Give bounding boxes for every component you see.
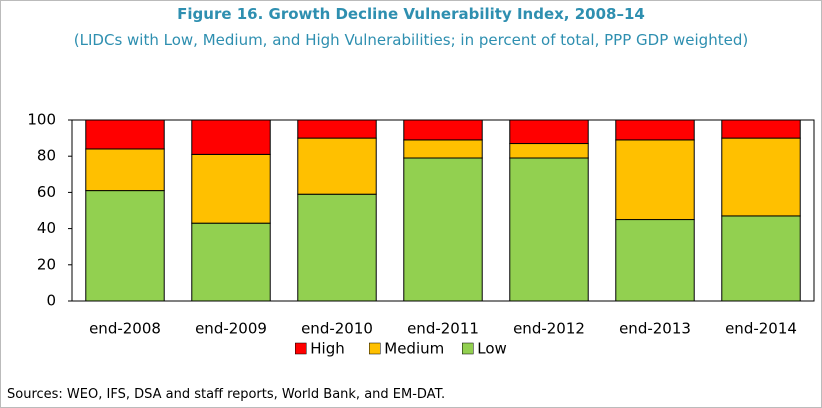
y-tick-label: 40 bbox=[37, 219, 56, 237]
bar-segment bbox=[191, 119, 271, 155]
legend-label: High bbox=[310, 340, 344, 358]
chart-title: Figure 16. Growth Decline Vulnerability … bbox=[177, 5, 645, 23]
y-tick-label: 20 bbox=[37, 255, 56, 273]
bar-segment bbox=[615, 219, 695, 302]
bar-segment bbox=[615, 139, 695, 221]
x-tick-label: end-2014 bbox=[725, 320, 797, 338]
bar-segment bbox=[509, 119, 589, 145]
bar-segment bbox=[191, 222, 271, 302]
plot-frame bbox=[71, 119, 815, 302]
bar-segment bbox=[191, 153, 271, 224]
bar-segment bbox=[85, 190, 165, 302]
bar-segment bbox=[509, 143, 589, 159]
source-note: Sources: WEO, IFS, DSA and staff reports… bbox=[7, 387, 446, 402]
bar-segment bbox=[85, 148, 165, 192]
bar-segment bbox=[403, 139, 483, 159]
bar-segment bbox=[85, 119, 165, 150]
y-tick-label: 60 bbox=[37, 183, 56, 201]
x-tick-label: end-2011 bbox=[407, 320, 479, 338]
x-tick-label: end-2012 bbox=[513, 320, 585, 338]
bar-segment bbox=[403, 157, 483, 302]
bar-segment bbox=[297, 119, 377, 139]
bar-segment bbox=[297, 193, 377, 302]
chart-subtitle: (LIDCs with Low, Medium, and High Vulner… bbox=[73, 31, 749, 49]
bar-segment bbox=[721, 119, 801, 139]
x-tick-label: end-2010 bbox=[301, 320, 373, 338]
bar-segment bbox=[403, 119, 483, 141]
bar-segment bbox=[721, 137, 801, 217]
legend-swatch bbox=[369, 342, 381, 355]
legend-swatch bbox=[462, 342, 474, 355]
bar-segment bbox=[721, 215, 801, 302]
bar-segment bbox=[509, 157, 589, 302]
legend-label: Low bbox=[477, 340, 507, 358]
legend-label: Medium bbox=[384, 340, 444, 358]
bar-segment bbox=[297, 137, 377, 195]
y-tick-label: 0 bbox=[46, 292, 56, 310]
y-tick-label: 80 bbox=[37, 147, 56, 165]
legend-swatch bbox=[295, 342, 307, 355]
x-tick-label: end-2009 bbox=[195, 320, 267, 338]
y-tick-label: 100 bbox=[27, 111, 56, 129]
x-tick-label: end-2013 bbox=[619, 320, 691, 338]
bar-segment bbox=[615, 119, 695, 141]
x-tick-label: end-2008 bbox=[89, 320, 161, 338]
